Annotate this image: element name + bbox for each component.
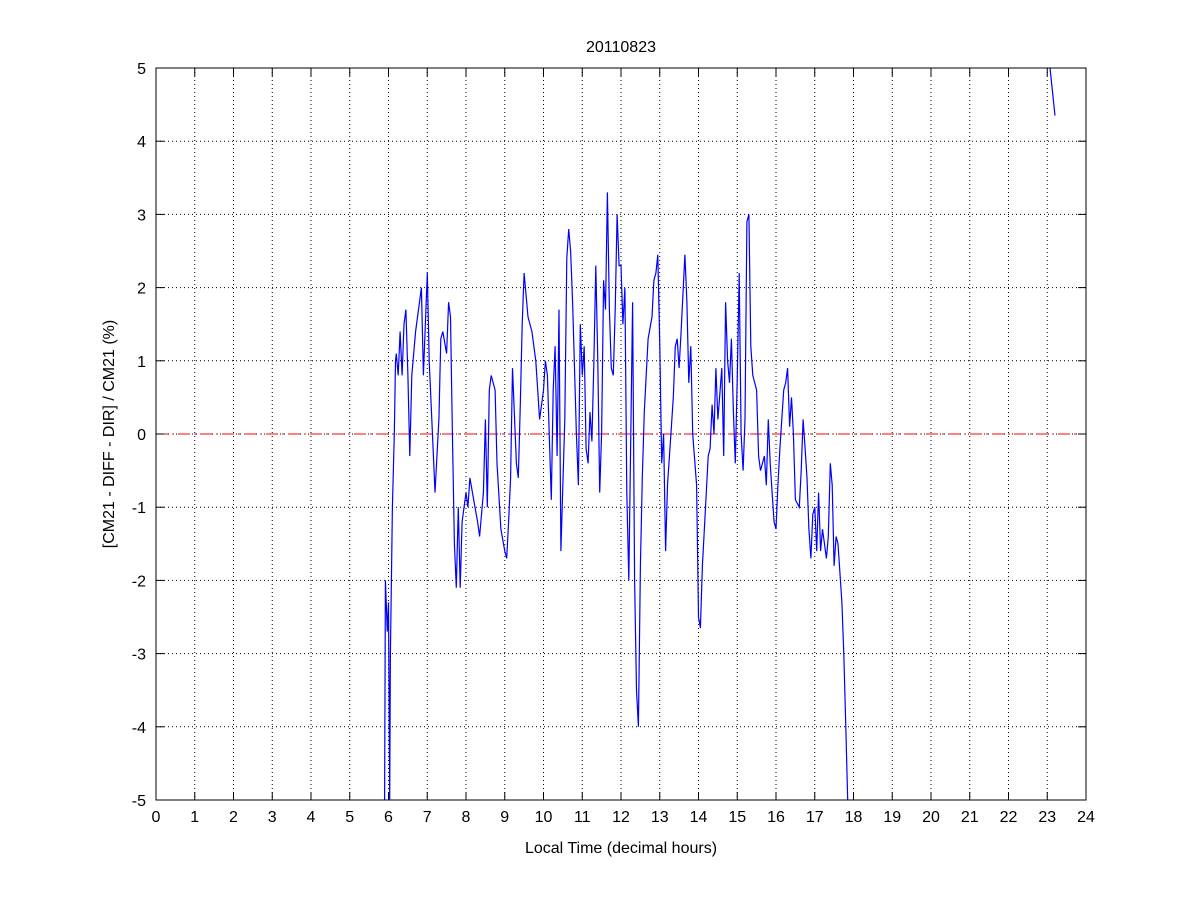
y-tick-label: 3 <box>137 207 146 224</box>
y-tick-label: -3 <box>132 647 146 664</box>
x-axis-label: Local Time (decimal hours) <box>525 840 717 857</box>
x-tick-label: 19 <box>883 809 901 826</box>
y-axis-label: [CM21 - DIFF - DIR] / CM21 (%) <box>101 320 118 548</box>
x-tick-label: 14 <box>690 809 708 826</box>
y-tick-label: 1 <box>137 354 146 371</box>
data-line <box>384 192 849 800</box>
y-tick-label: 5 <box>137 61 146 78</box>
chart-title: 20110823 <box>586 39 656 56</box>
x-tick-label: 20 <box>922 809 940 826</box>
x-tick-label: 2 <box>229 809 238 826</box>
data-line <box>1049 68 1056 116</box>
x-tick-label: 18 <box>845 809 863 826</box>
x-tick-label: 21 <box>961 809 979 826</box>
y-tick-label: -1 <box>132 500 146 517</box>
ticks: 0 1 2 3 4 5 6 7 8 9 10 11 12 13 14 15 16 17 18 19 20 21 22 23 24… <box>132 61 1095 826</box>
x-tick-label: 12 <box>612 809 630 826</box>
x-tick-label: 24 <box>1077 809 1095 826</box>
x-tick-label: 8 <box>462 809 471 826</box>
x-tick-label: 13 <box>651 809 669 826</box>
x-tick-label: 4 <box>307 809 316 826</box>
x-tick-label: 3 <box>268 809 277 826</box>
x-tick-label: 16 <box>767 809 785 826</box>
x-tick-label: 17 <box>806 809 824 826</box>
x-tick-label: 10 <box>535 809 553 826</box>
x-tick-label: 23 <box>1038 809 1056 826</box>
x-tick-label: 5 <box>345 809 354 826</box>
y-tick-label: -5 <box>132 793 146 810</box>
x-tick-label: 11 <box>574 809 591 826</box>
x-tick-label: 9 <box>500 809 509 826</box>
y-tick-label: -2 <box>132 573 146 590</box>
y-tick-label: 4 <box>137 134 146 151</box>
y-tick-label: 2 <box>137 281 146 298</box>
x-tick-label: 7 <box>423 809 432 826</box>
x-tick-label: 0 <box>152 809 161 826</box>
y-tick-label: 0 <box>137 427 146 444</box>
x-tick-label: 1 <box>190 809 199 826</box>
x-tick-label: 6 <box>384 809 393 826</box>
x-tick-label: 22 <box>1000 809 1018 826</box>
x-tick-label: 15 <box>728 809 746 826</box>
y-tick-label: -4 <box>132 720 146 737</box>
series <box>384 68 1056 800</box>
